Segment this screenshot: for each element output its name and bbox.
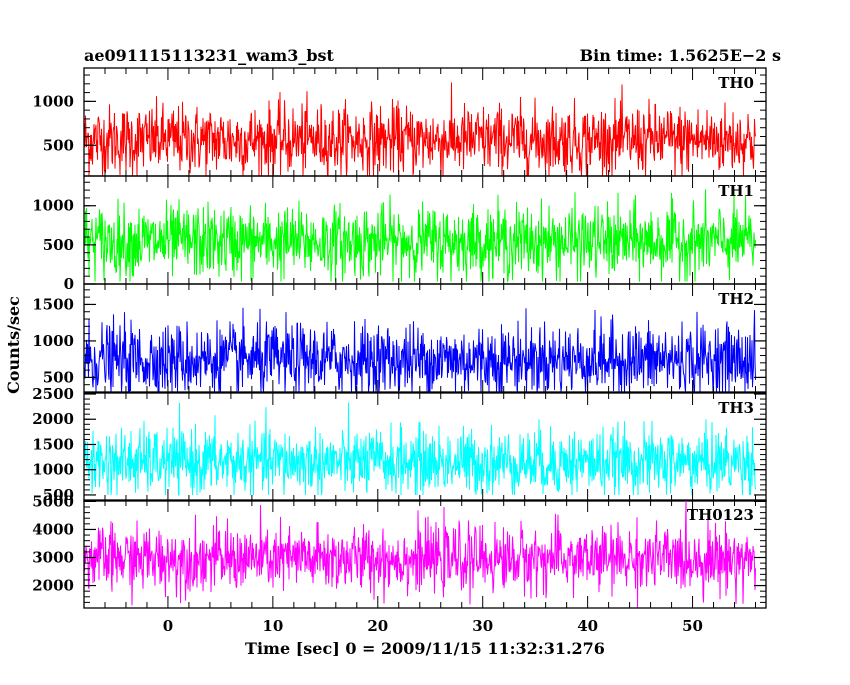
panel-frame <box>83 499 767 609</box>
x-axis-label: Time [sec] 0 = 2009/11/15 11:32:31.276 <box>245 639 605 658</box>
y-tick-label: 500 <box>43 486 74 504</box>
y-tick-label: 3000 <box>32 549 74 567</box>
series-label-th0123: TH0123 <box>687 506 754 524</box>
x-tick-label: 50 <box>682 617 703 635</box>
y-tick-label: 5000 <box>32 492 74 510</box>
series-line-th2 <box>83 307 757 393</box>
series-label-th0: TH0 <box>718 74 754 92</box>
y-tick-label: 1500 <box>32 435 74 453</box>
panel-frame <box>83 392 767 502</box>
series-line-th3 <box>83 402 757 496</box>
panel-frame <box>83 283 767 393</box>
series-label-th1: TH1 <box>718 182 754 200</box>
x-tick-label: 40 <box>577 617 598 635</box>
y-tick-label: 500 <box>43 236 74 254</box>
panel-th0: 500 1000 TH0 <box>32 67 767 177</box>
y-tick-label: 0 <box>64 275 74 293</box>
y-tick-label: 500 <box>43 136 74 154</box>
panel-th2: 500 1000 1500 TH2 <box>32 283 767 393</box>
bin-time-label: Bin time: 1.5625E−2 s <box>580 46 781 65</box>
y-tick-label: 1000 <box>32 92 74 110</box>
series-label-th2: TH2 <box>718 290 754 308</box>
y-tick-label: 2500 <box>32 385 74 403</box>
series-line-th1 <box>83 188 757 283</box>
x-tick-label: 30 <box>472 617 493 635</box>
series-line-th0 <box>83 82 757 177</box>
y-tick-label: 1000 <box>32 332 74 350</box>
series-line-th0123 <box>83 499 757 609</box>
panel-th3: 500 1000 1500 2000 2500 TH3 <box>32 385 767 504</box>
y-tick-label: 1000 <box>32 461 74 479</box>
series-label-th3: TH3 <box>718 399 754 417</box>
y-tick-label: 500 <box>43 368 74 386</box>
panel-th1: 0 500 1000 TH1 <box>32 175 767 293</box>
y-tick-label: 2000 <box>32 577 74 595</box>
x-tick-label: 0 <box>163 617 173 635</box>
panel-th0123: 2000 3000 4000 5000 TH0123 <box>32 492 767 609</box>
chart-title: ae091115113231_wam3_bst <box>84 46 335 65</box>
y-tick-label: 1000 <box>32 197 74 215</box>
y-tick-label: 2000 <box>32 410 74 428</box>
y-tick-label: 4000 <box>32 520 74 538</box>
x-tick-label: 20 <box>367 617 388 635</box>
x-tick-label: 10 <box>262 617 283 635</box>
y-axis-label: Counts/sec <box>4 296 23 394</box>
y-tick-label: 1500 <box>32 295 74 313</box>
